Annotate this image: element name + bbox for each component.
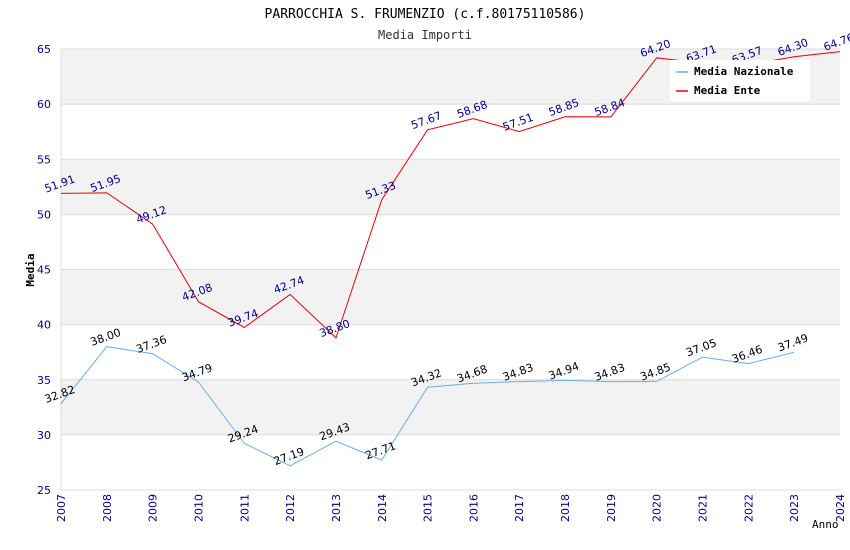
x-tick-label: 2018 [559,494,572,522]
y-tick-label: 45 [37,264,51,277]
x-tick-label: 2012 [284,494,297,522]
grid-band [61,379,840,435]
x-tick-label: 2024 [834,494,847,522]
y-axis: 25 30 35 40 45 50 55 60 65 [37,43,51,497]
y-tick-label: 30 [37,429,51,442]
grid-band [61,159,840,215]
legend-label-media-nazionale: Media Nazionale [694,65,794,78]
x-tick-label: 2017 [513,494,526,522]
x-tick-label: 2015 [422,494,435,522]
chart-title: PARROCCHIA S. FRUMENZIO (c.f.80175110586… [265,7,586,22]
x-tick-label: 2008 [101,494,114,522]
grid-band [61,104,840,160]
grid-band [61,269,840,325]
grid-band [61,324,840,380]
y-tick-label: 65 [37,43,51,56]
x-tick-label: 2020 [651,494,664,522]
x-tick-label: 2022 [742,494,755,522]
chart-subtitle: Media Importi [378,28,472,42]
x-tick-label: 2011 [238,494,251,522]
x-axis-label: Anno [812,518,839,531]
x-tick-label: 2016 [467,494,480,522]
x-tick-label: 2019 [605,494,618,522]
x-axis: 2007 2008 2009 2010 2011 2012 2013 2014 2015 2016… [55,494,847,522]
x-tick-label: 2007 [55,494,68,522]
series-line-media-nazionale [60,346,795,467]
legend: Media Nazionale Media Ente [670,60,810,101]
y-tick-label: 25 [37,484,51,497]
x-tick-label: 2013 [330,494,343,522]
x-tick-label: 2010 [192,494,205,522]
x-tick-label: 2021 [697,494,710,522]
y-tick-label: 35 [37,374,51,387]
x-tick-label: 2023 [788,494,801,522]
legend-box [670,60,810,101]
x-tick-label: 2009 [147,494,160,522]
grid-band [61,434,840,490]
y-axis-label: Media [24,253,37,286]
y-tick-label: 55 [37,153,51,166]
legend-label-media-ente: Media Ente [694,84,761,97]
y-tick-label: 50 [37,208,51,221]
x-tick-label: 2014 [376,494,389,522]
y-tick-label: 60 [37,98,51,111]
y-tick-label: 40 [37,319,51,332]
grid-band [61,214,840,270]
grid-bands [60,48,840,491]
